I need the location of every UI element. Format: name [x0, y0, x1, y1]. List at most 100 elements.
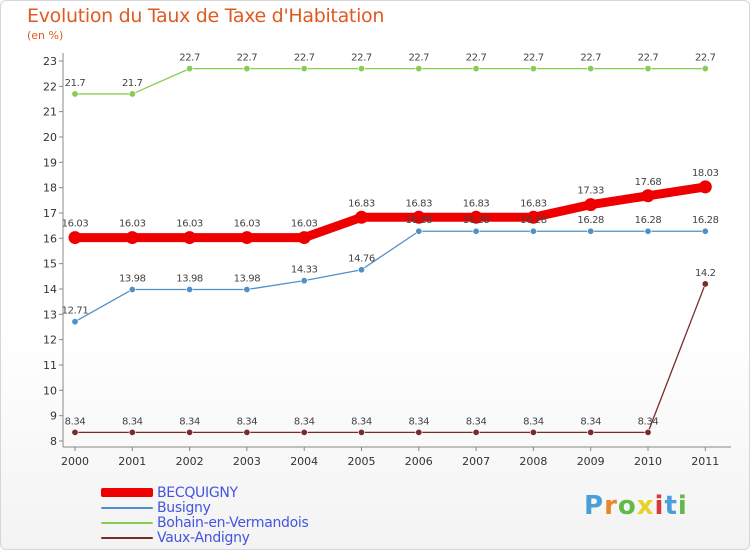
- data-point: [357, 65, 365, 73]
- data-label: 16.83: [405, 198, 432, 209]
- data-point: [415, 227, 423, 235]
- data-labels: 21.7 21.7 22.7 22.7 22.7 22.7 22.7 22.7 22.7 22.7…: [62, 53, 719, 428]
- x-tick-label: 2010: [634, 455, 662, 468]
- data-point: [472, 428, 480, 436]
- data-label: 16.83: [348, 198, 375, 209]
- data-label: 16.28: [463, 215, 490, 226]
- chart-title: Evolution du Taux de Taxe d'Habitation: [27, 5, 385, 27]
- x-tick-label: 2001: [118, 455, 146, 468]
- data-label: 16.28: [405, 215, 432, 226]
- data-label: 22.7: [351, 53, 372, 64]
- logo-letter: P: [584, 491, 605, 521]
- y-tick-label: 22: [43, 80, 57, 93]
- y-tick-label: 16: [43, 232, 57, 245]
- data-label: 8.34: [638, 416, 659, 427]
- x-tick-label: 2004: [290, 455, 318, 468]
- legend-label: Bohain-en-Vermandois: [157, 514, 309, 531]
- legend-item-bohain-en-vermandois: Bohain-en-Vermandois: [101, 514, 309, 531]
- data-point: [243, 65, 251, 73]
- legend: BECQUIGNY Busigny Bohain-en-Vermandois V…: [101, 485, 309, 546]
- legend-swatch: [101, 536, 153, 539]
- legend-item-busigny: Busigny: [101, 499, 309, 516]
- data-point: [300, 277, 308, 285]
- data-label: 16.03: [291, 219, 318, 230]
- data-point: [355, 210, 368, 224]
- data-label: 16.03: [119, 219, 146, 230]
- data-label: 16.28: [692, 215, 719, 226]
- data-label: 22.7: [237, 53, 258, 64]
- data-label: 8.34: [179, 416, 200, 427]
- data-point: [186, 286, 194, 294]
- data-point: [469, 210, 483, 224]
- logo-letter: o: [617, 491, 637, 521]
- data-label: 8.34: [580, 416, 601, 427]
- data-point: [526, 210, 540, 224]
- data-label: 22.7: [179, 53, 200, 64]
- data-label: 12.71: [62, 306, 89, 317]
- data-point: [701, 65, 709, 73]
- data-label: 14.33: [291, 265, 318, 276]
- data-label: 16.03: [62, 219, 89, 230]
- data-label: 8.34: [65, 416, 86, 427]
- axes: 8 9 10 11 12 13 14 15 16 17 18 19 20 21 22 23 2000 2001 20…: [43, 53, 731, 468]
- data-point: [472, 65, 480, 73]
- data-point: [529, 428, 537, 436]
- legend-swatch: [101, 506, 153, 509]
- chart-unit: (en %): [27, 29, 64, 42]
- legend-swatch: [101, 488, 153, 497]
- y-tick-label: 13: [43, 308, 57, 321]
- logo-letter: i: [677, 491, 688, 521]
- data-label: 14.76: [348, 254, 375, 265]
- data-label: 8.34: [122, 416, 143, 427]
- data-point: [644, 428, 652, 436]
- series-line-0: [70, 182, 710, 243]
- data-label: 16.03: [176, 219, 203, 230]
- y-tick-label: 23: [43, 55, 57, 68]
- data-label: 18.03: [692, 168, 719, 179]
- logo-letter: i: [654, 491, 665, 521]
- data-point: [701, 280, 709, 288]
- data-point: [587, 227, 595, 235]
- data-point: [357, 266, 365, 274]
- data-point: [644, 227, 652, 235]
- x-tick-label: 2011: [691, 455, 719, 468]
- data-label: 8.34: [237, 416, 258, 427]
- legend-label: Busigny: [157, 499, 211, 516]
- data-label: 8.34: [408, 416, 429, 427]
- data-point: [529, 65, 537, 73]
- series-line-1: [74, 230, 706, 323]
- y-tick-label: 11: [43, 359, 57, 372]
- data-label: 21.7: [65, 78, 86, 89]
- data-label: 16.83: [463, 198, 490, 209]
- data-label: 16.28: [635, 215, 662, 226]
- data-label: 22.7: [580, 53, 601, 64]
- data-point: [128, 90, 136, 98]
- y-tick-label: 19: [43, 156, 57, 169]
- x-tick-label: 2002: [176, 455, 204, 468]
- data-point: [128, 428, 136, 436]
- data-label: 22.7: [638, 53, 659, 64]
- y-tick-label: 14: [43, 283, 57, 296]
- data-label: 22.7: [408, 53, 429, 64]
- proxiti-logo: Proxiti: [584, 491, 688, 521]
- data-label: 16.03: [234, 219, 261, 230]
- data-point: [71, 428, 79, 436]
- y-tick-label: 21: [43, 106, 57, 119]
- legend-swatch: [101, 521, 153, 524]
- data-label: 8.34: [466, 416, 487, 427]
- data-point: [587, 65, 595, 73]
- y-tick-label: 8: [50, 435, 57, 448]
- logo-letter: x: [636, 491, 655, 521]
- data-point: [243, 286, 251, 294]
- x-tick-label: 2008: [519, 455, 547, 468]
- data-point: [412, 210, 426, 224]
- y-tick-label: 20: [43, 131, 57, 144]
- data-point: [71, 318, 79, 326]
- data-point: [300, 65, 308, 73]
- data-point: [300, 428, 308, 436]
- data-point: [125, 231, 139, 245]
- legend-item-vaux-andigny: Vaux-Andigny: [101, 530, 309, 546]
- data-point: [701, 227, 709, 235]
- data-label: 16.28: [520, 215, 547, 226]
